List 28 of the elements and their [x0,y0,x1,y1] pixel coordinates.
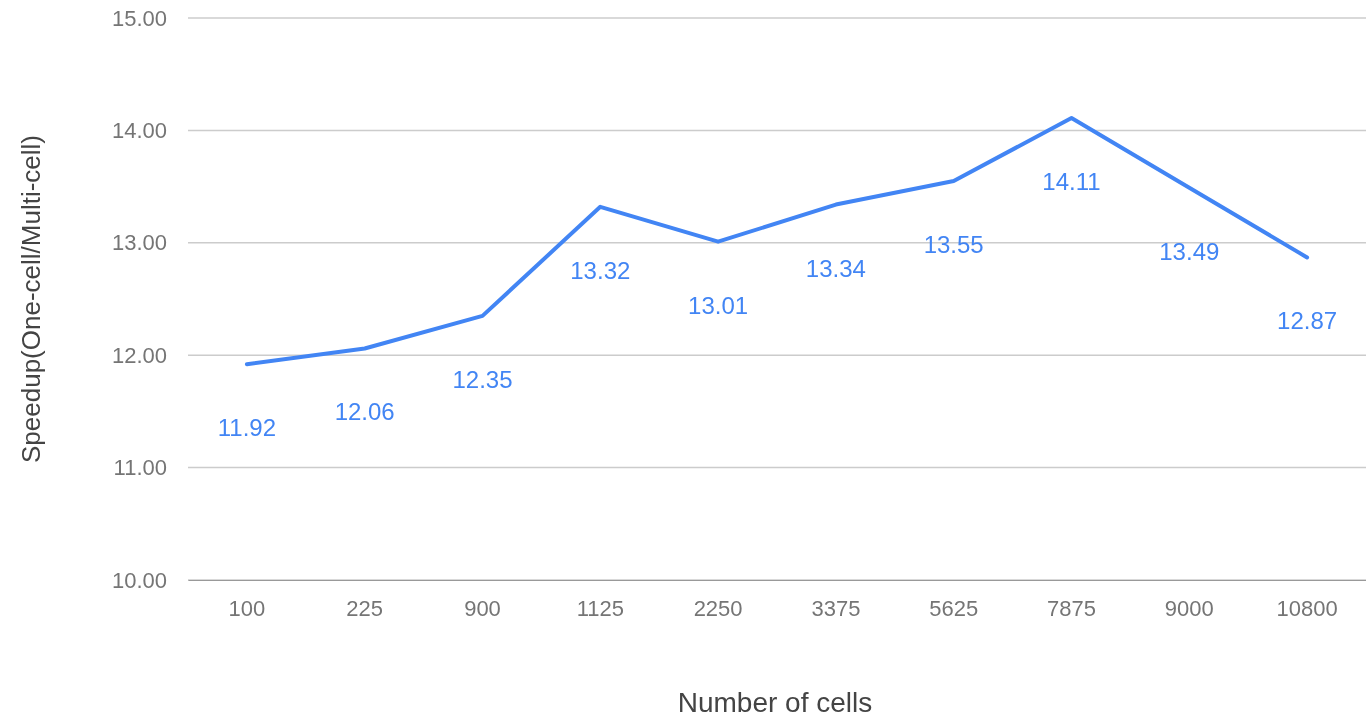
x-tick-label: 2250 [693,595,743,621]
y-tick-label: 15.00 [111,5,167,31]
data-label: 12.06 [334,398,395,426]
data-label: 13.49 [1159,237,1220,265]
data-label: 12.35 [452,365,513,393]
y-tick-label: 14.00 [111,117,167,143]
data-label: 13.01 [688,291,749,319]
x-tick-label: 9000 [1164,595,1214,621]
y-tick-label: 12.00 [111,342,167,368]
x-tick-label: 3375 [811,595,861,621]
data-label: 13.34 [805,254,866,282]
data-label: 13.32 [570,256,631,284]
x-tick-label: 225 [346,595,384,621]
y-axis-title: Speedup(One-cell/Multi-cell) [16,134,46,464]
x-tick-label: 1125 [576,595,624,621]
data-label: 13.55 [923,230,984,258]
x-tick-label: 900 [464,595,501,621]
x-tick-label: 7875 [1047,595,1096,621]
data-label: 12.87 [1277,307,1338,335]
y-tick-label: 10.00 [111,567,167,593]
y-tick-label: 13.00 [111,230,167,256]
x-tick-label: 10800 [1276,595,1338,621]
data-label: 14.11 [1042,168,1101,196]
y-tick-label: 11.00 [113,455,167,481]
data-label: 11.92 [217,414,277,442]
x-axis-title: Number of cells [677,687,873,718]
x-tick-label: 100 [228,595,266,621]
x-tick-label: 5625 [929,595,979,621]
